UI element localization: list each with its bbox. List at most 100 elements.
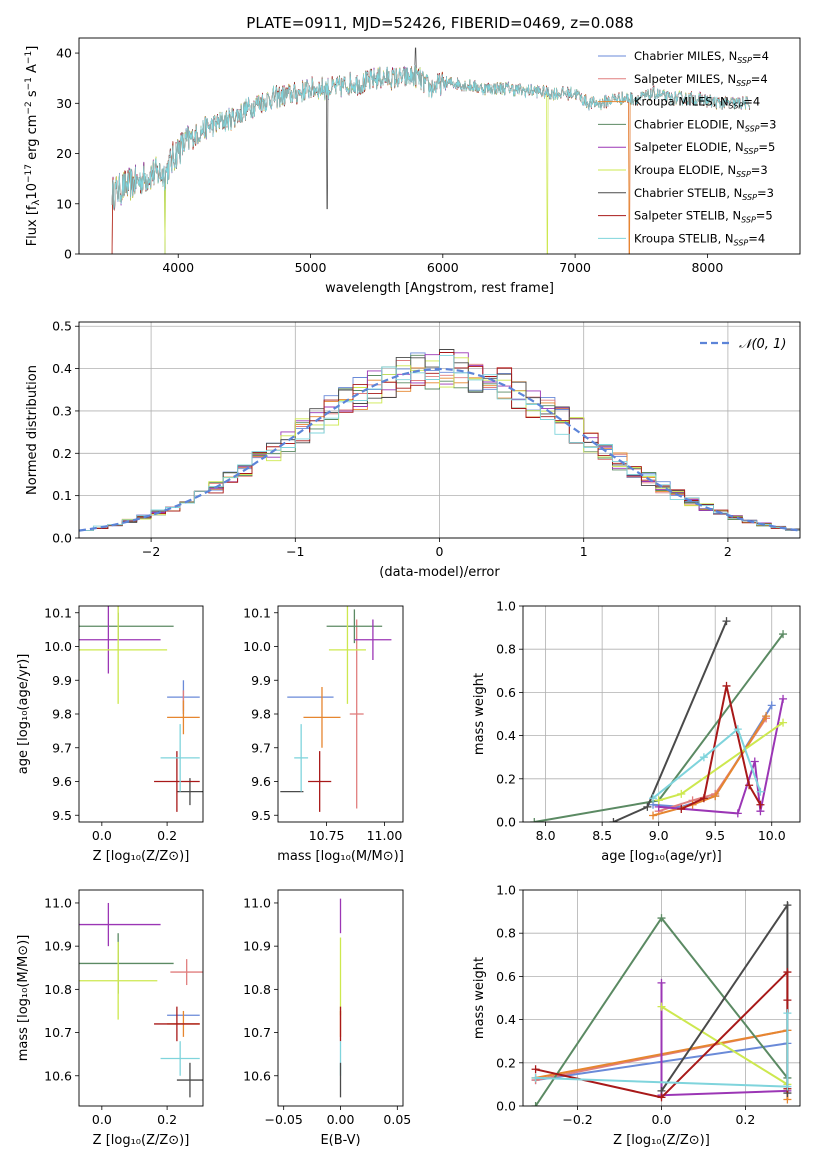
axes-frame <box>78 37 801 255</box>
x-tick-label: 10.0 <box>758 828 786 843</box>
legend-label: Kroupa ELODIE, NSSP=3 <box>634 163 768 179</box>
legend-label: Salpeter MILES, NSSP=4 <box>634 72 768 88</box>
x-axis-label: age [log₁₀(age/yr)] <box>601 849 722 864</box>
y-tick-label: 20 <box>56 146 72 161</box>
legend-label: Chabrier MILES, NSSP=4 <box>634 49 769 65</box>
legend-label: Kroupa MILES, NSSP=4 <box>634 95 760 111</box>
y-tick-label: 0.2 <box>496 1055 516 1070</box>
y-tick-label: 0 <box>64 247 72 262</box>
errorbar-group <box>79 606 203 812</box>
x-tick-label: 4000 <box>162 260 194 275</box>
y-axis-label: mass weight <box>472 673 487 755</box>
y-tick-label: 0.5 <box>52 319 72 334</box>
figure-title: PLATE=0911, MJD=52426, FIBERID=0469, z=0… <box>246 14 633 32</box>
data-point <box>767 701 776 710</box>
y-axis-label: Flux [fλ10−17 erg cm−2 s−1 A−1] <box>24 46 42 247</box>
grid-layer <box>79 322 800 1107</box>
x-tick-label: 8.5 <box>592 828 612 843</box>
data-point <box>657 1093 666 1102</box>
line-group <box>530 617 788 822</box>
x-tick-label: −1 <box>286 544 304 559</box>
x-axis-label: Z [log₁₀(Z/Z⊙)] <box>93 849 190 864</box>
data-point <box>722 681 731 690</box>
data-point <box>745 781 754 790</box>
y-tick-label: 0.6 <box>496 969 516 984</box>
data-point <box>762 712 771 721</box>
x-axis-label: wavelength [Angstrom, rest frame] <box>325 281 554 296</box>
y-tick-label: 40 <box>56 46 72 61</box>
y-tick-label: 9.5 <box>251 808 271 823</box>
y-axis-label: mass [log₁₀(M/M⊙)] <box>16 935 31 1062</box>
x-tick-label: 0.05 <box>383 1112 411 1127</box>
y-tick-label: 9.9 <box>52 673 72 688</box>
data-point <box>677 789 686 798</box>
y-tick-label: 0.1 <box>52 488 72 503</box>
data-point <box>756 800 765 809</box>
data-point <box>699 753 708 762</box>
series-line-chabrier-stelib <box>612 620 728 822</box>
legend-label: Salpeter ELODIE, NSSP=5 <box>634 140 775 156</box>
y-tick-label: 9.9 <box>251 673 271 688</box>
x-tick-label: 11.00 <box>367 828 403 843</box>
x-tick-label: −0.2 <box>562 1112 592 1127</box>
y-tick-label: 10.1 <box>44 605 72 620</box>
x-tick-label: 5000 <box>295 260 327 275</box>
y-tick-label: 0.2 <box>52 446 72 461</box>
y-tick-label: 10.8 <box>44 982 72 997</box>
data-point <box>649 794 658 803</box>
data-point <box>783 901 792 910</box>
data-point <box>783 996 792 1005</box>
y-tick-label: 10.0 <box>44 639 72 654</box>
x-tick-label: 0.0 <box>92 828 112 843</box>
y-axis-label: age [log₁₀(age/yr)] <box>16 654 31 775</box>
x-tick-label: 0.0 <box>92 1112 112 1127</box>
axes-frame <box>522 605 801 823</box>
y-tick-label: 10.7 <box>44 1025 72 1040</box>
data-point <box>711 792 720 801</box>
y-tick-label: 9.7 <box>52 740 72 755</box>
x-tick-label: −0.05 <box>265 1112 303 1127</box>
y-tick-label: 10.7 <box>243 1025 271 1040</box>
axes-frame <box>78 889 204 1107</box>
data-point <box>657 914 666 923</box>
x-tick-label: 0.00 <box>327 1112 355 1127</box>
y-tick-label: 9.5 <box>52 808 72 823</box>
data-point <box>643 802 652 811</box>
y-tick-label: 9.6 <box>52 774 72 789</box>
x-tick-label: 0.2 <box>157 1112 177 1127</box>
y-tick-label: 0.0 <box>496 1099 516 1114</box>
x-tick-label: 7000 <box>559 260 591 275</box>
y-tick-label: 0.8 <box>496 642 516 657</box>
y-tick-label: 0.4 <box>52 361 72 376</box>
y-tick-label: 10.8 <box>243 982 271 997</box>
y-tick-label: 0.2 <box>496 771 516 786</box>
y-tick-label: 9.7 <box>251 740 271 755</box>
y-tick-label: 9.8 <box>52 707 72 722</box>
x-tick-label: 0.2 <box>157 828 177 843</box>
x-tick-label: 9.0 <box>649 828 669 843</box>
data-point <box>609 818 618 822</box>
x-tick-label: 2 <box>724 544 732 559</box>
x-axis-label: E(B-V) <box>320 1133 360 1148</box>
data-point <box>531 1102 540 1106</box>
y-tick-label: 1.0 <box>496 599 516 614</box>
y-axis-label: mass weight <box>472 957 487 1039</box>
data-point <box>677 805 686 814</box>
errorbar-group <box>280 606 392 812</box>
data-point <box>654 796 663 805</box>
legend-label: Kroupa STELIB, NSSP=4 <box>634 231 765 247</box>
x-tick-label: 9.5 <box>705 828 725 843</box>
y-tick-label: 10.6 <box>44 1068 72 1083</box>
y-tick-label: 10 <box>56 196 72 211</box>
legend-label: 𝒩(0, 1) <box>739 337 786 352</box>
gaussian-curve <box>78 367 801 532</box>
x-tick-label: 10.75 <box>309 828 345 843</box>
axes-layer: 4000 5000 6000 7000 8000010203040wavelength … <box>16 37 801 1148</box>
data-point <box>783 1009 792 1018</box>
y-tick-label: 0.8 <box>496 926 516 941</box>
data-point <box>756 787 765 796</box>
y-tick-label: 0.0 <box>52 531 72 546</box>
data-point <box>649 811 658 820</box>
y-tick-label: 0.4 <box>496 728 516 743</box>
x-tick-label: 0.2 <box>735 1112 755 1127</box>
